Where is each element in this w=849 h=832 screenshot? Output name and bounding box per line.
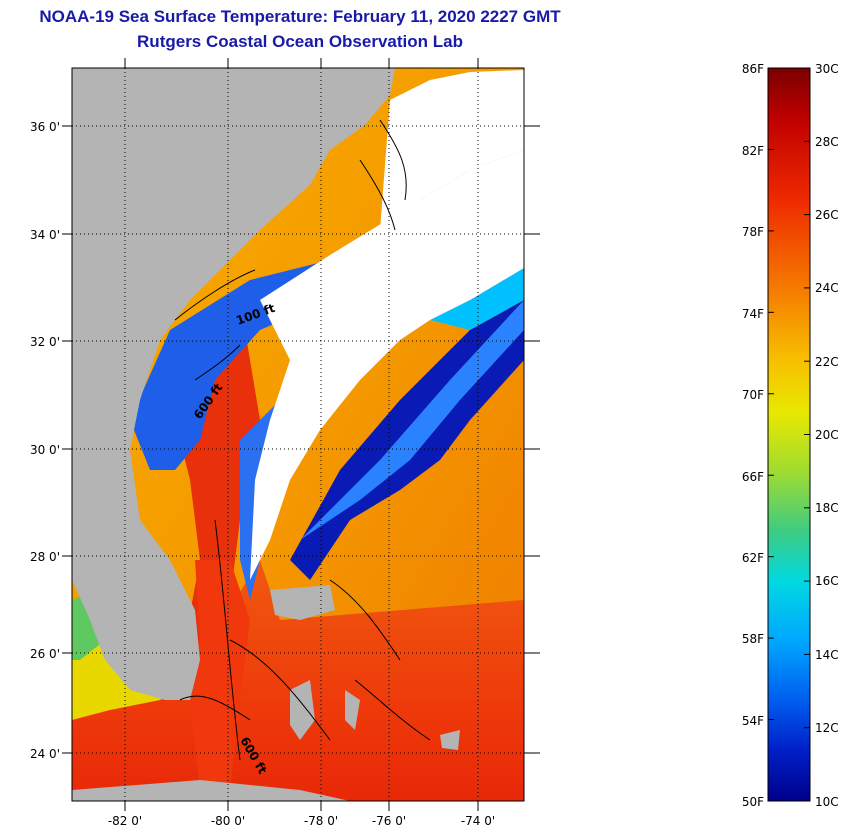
c-label-10: 10C bbox=[815, 795, 839, 809]
map-frame bbox=[71, 67, 525, 802]
map-ticks bbox=[62, 58, 540, 811]
lon-label-76: -76 0' bbox=[372, 814, 406, 828]
c-label-22: 22C bbox=[815, 355, 839, 369]
c-label-20: 20C bbox=[815, 428, 839, 442]
f-label-58: 58F bbox=[742, 632, 764, 646]
lat-label-24: 24 0' bbox=[30, 747, 60, 761]
f-label-82: 82F bbox=[742, 144, 764, 158]
c-label-14: 14C bbox=[815, 648, 839, 662]
f-label-86: 86F bbox=[742, 62, 764, 76]
f-label-70: 70F bbox=[742, 388, 764, 402]
f-label-54: 54F bbox=[742, 714, 764, 728]
f-label-62: 62F bbox=[742, 551, 764, 565]
c-label-30: 30C bbox=[815, 62, 839, 76]
f-label-66: 66F bbox=[742, 470, 764, 484]
sst-image bbox=[72, 68, 524, 801]
lat-label-32: 32 0' bbox=[30, 335, 60, 349]
lon-label-82: -82 0' bbox=[108, 814, 142, 828]
lat-label-28: 28 0' bbox=[30, 550, 60, 564]
lat-label-26: 26 0' bbox=[30, 647, 60, 661]
fahrenheit-labels: 86F 82F 78F 74F 70F 66F 62F 58F 54F 50F bbox=[742, 62, 764, 809]
map-title: NOAA-19 Sea Surface Temperature: Februar… bbox=[39, 7, 561, 26]
lat-label-34: 34 0' bbox=[30, 228, 60, 242]
c-label-12: 12C bbox=[815, 721, 839, 735]
color-bar bbox=[767, 67, 811, 802]
c-label-28: 28C bbox=[815, 135, 839, 149]
c-label-18: 18C bbox=[815, 501, 839, 515]
c-label-16: 16C bbox=[815, 574, 839, 588]
lon-label-78: -78 0' bbox=[304, 814, 338, 828]
f-label-74: 74F bbox=[742, 307, 764, 321]
f-label-50: 50F bbox=[742, 795, 764, 809]
celsius-labels: 30C 28C 26C 24C 22C 20C 18C 16C 14C 12C … bbox=[815, 62, 839, 809]
c-label-24: 24C bbox=[815, 281, 839, 295]
f-label-78: 78F bbox=[742, 225, 764, 239]
c-label-26: 26C bbox=[815, 208, 839, 222]
graticule bbox=[72, 68, 524, 801]
lon-label-74: -74 0' bbox=[461, 814, 495, 828]
lat-label-36: 36 0' bbox=[30, 120, 60, 134]
lon-label-80: -80 0' bbox=[211, 814, 245, 828]
color-bar-ticks bbox=[768, 67, 810, 802]
map-subtitle: Rutgers Coastal Ocean Observation Lab bbox=[137, 32, 463, 51]
lat-label-30: 30 0' bbox=[30, 443, 60, 457]
